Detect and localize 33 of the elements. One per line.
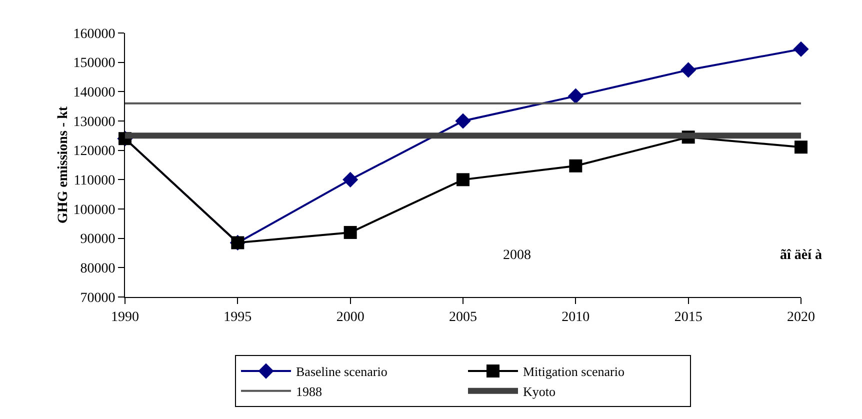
y-tick-label: 110000	[74, 174, 116, 189]
y-tick-label: 80000	[80, 262, 116, 277]
y-tick-label: 100000	[73, 202, 116, 218]
annotation: 2008	[503, 248, 531, 263]
annotation: ãî äèí à	[780, 248, 822, 263]
point	[456, 173, 470, 186]
point	[455, 113, 471, 129]
legend-label: Mitigation scenario	[523, 364, 624, 380]
x-tick-label: 2000	[336, 310, 364, 325]
y-tick-label: 140000	[73, 86, 116, 101]
x-tick-label: 1990	[111, 310, 139, 325]
y-tick-label: 70000	[80, 290, 116, 306]
point	[568, 88, 584, 104]
x-tick-label: 2020	[787, 310, 815, 325]
legend-label: Kyoto	[523, 384, 556, 399]
y-tick-label: 90000	[80, 232, 116, 248]
point	[344, 226, 357, 239]
y-tick-label: 150000	[73, 56, 116, 72]
x-tick-label: 2005	[449, 310, 477, 325]
x-tick-label: 1995	[224, 310, 252, 325]
y-axis-title: GHG emissions - kt	[56, 106, 72, 224]
point	[342, 172, 358, 188]
x-tick-label: 2015	[674, 310, 702, 325]
y-tick-label: 160000	[73, 26, 116, 42]
y-tick-label: 120000	[73, 144, 116, 160]
point	[794, 140, 808, 154]
legend-label: Baseline scenario	[296, 364, 388, 380]
x-tick-label: 2010	[562, 310, 590, 325]
point	[680, 62, 696, 78]
point	[793, 41, 809, 57]
legend-label: 1988	[296, 384, 322, 399]
point	[569, 159, 582, 172]
y-tick-label: 130000	[73, 114, 116, 130]
